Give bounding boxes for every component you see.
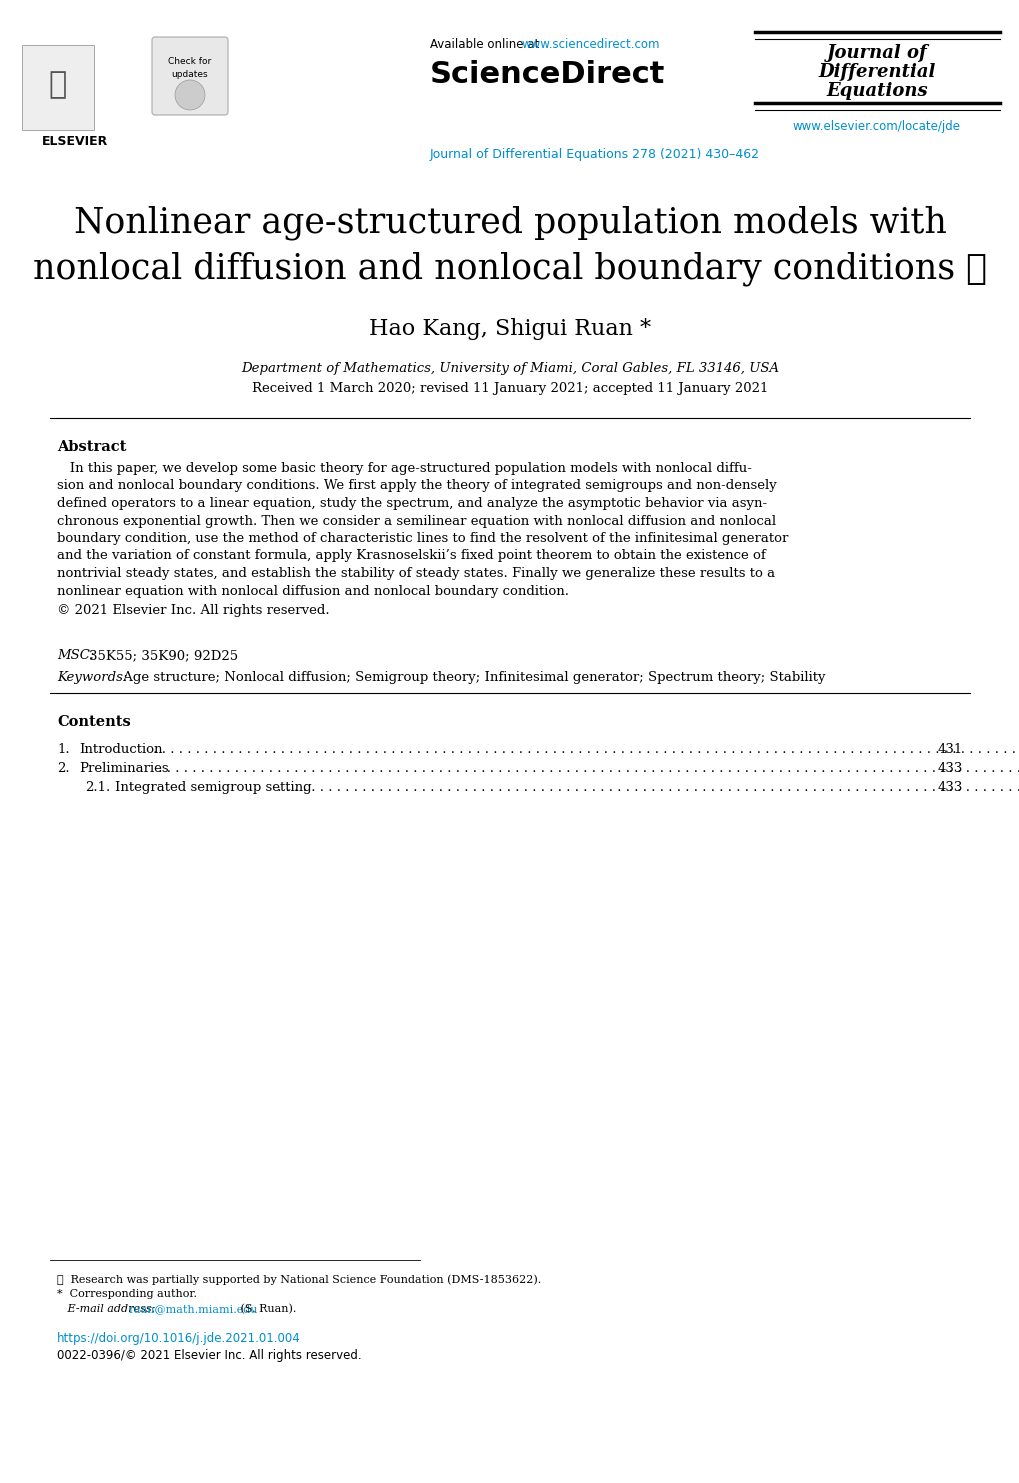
Text: 🌳: 🌳 xyxy=(49,71,67,99)
Text: (S. Ruan).: (S. Ruan). xyxy=(236,1304,297,1314)
Text: Department of Mathematics, University of Miami, Coral Gables, FL 33146, USA: Department of Mathematics, University of… xyxy=(240,362,779,375)
Text: 1.: 1. xyxy=(57,743,69,756)
Text: www.elsevier.com/locate/jde: www.elsevier.com/locate/jde xyxy=(792,120,960,133)
FancyBboxPatch shape xyxy=(22,44,94,131)
Text: 0022-0396/© 2021 Elsevier Inc. All rights reserved.: 0022-0396/© 2021 Elsevier Inc. All right… xyxy=(57,1350,362,1361)
Text: ScienceDirect: ScienceDirect xyxy=(430,59,664,89)
Text: Abstract: Abstract xyxy=(57,440,126,454)
Text: *  Corresponding author.: * Corresponding author. xyxy=(57,1289,197,1299)
Text: . . . . . . . . . . . . . . . . . . . . . . . . . . . . . . . . . . . . . . . . : . . . . . . . . . . . . . . . . . . . . … xyxy=(149,743,1019,756)
Text: nonlocal diffusion and nonlocal boundary conditions ☆: nonlocal diffusion and nonlocal boundary… xyxy=(33,252,986,286)
Circle shape xyxy=(175,80,205,110)
Text: MSC:: MSC: xyxy=(57,650,95,661)
Text: Contents: Contents xyxy=(57,715,130,730)
Text: Received 1 March 2020; revised 11 January 2021; accepted 11 January 2021: Received 1 March 2020; revised 11 Januar… xyxy=(252,383,767,394)
Text: Integrated semigroup setting: Integrated semigroup setting xyxy=(115,782,312,793)
Text: Age structure; Nonlocal diffusion; Semigroup theory; Infinitesimal generator; Sp: Age structure; Nonlocal diffusion; Semig… xyxy=(119,670,824,684)
Text: . . . . . . . . . . . . . . . . . . . . . . . . . . . . . . . . . . . . . . . . : . . . . . . . . . . . . . . . . . . . . … xyxy=(154,762,1019,776)
Text: nonlinear equation with nonlocal diffusion and nonlocal boundary condition.: nonlinear equation with nonlocal diffusi… xyxy=(57,584,569,598)
Text: 35K55; 35K90; 92D25: 35K55; 35K90; 92D25 xyxy=(89,650,237,661)
Text: Keywords:: Keywords: xyxy=(57,670,127,684)
Text: . . . . . . . . . . . . . . . . . . . . . . . . . . . . . . . . . . . . . . . . : . . . . . . . . . . . . . . . . . . . . … xyxy=(273,782,1019,793)
Text: Nonlinear age-structured population models with: Nonlinear age-structured population mode… xyxy=(73,205,946,239)
Text: 431: 431 xyxy=(936,743,962,756)
Text: nontrivial steady states, and establish the stability of steady states. Finally : nontrivial steady states, and establish … xyxy=(57,567,774,580)
Text: sion and nonlocal boundary conditions. We first apply the theory of integrated s: sion and nonlocal boundary conditions. W… xyxy=(57,479,776,492)
Text: Introduction: Introduction xyxy=(78,743,162,756)
Text: Hao Kang, Shigui Ruan *: Hao Kang, Shigui Ruan * xyxy=(369,317,650,340)
Text: Check for: Check for xyxy=(168,56,211,67)
Text: and the variation of constant formula, apply Krasnoselskii’s fixed point theorem: and the variation of constant formula, a… xyxy=(57,550,765,562)
Text: Differential: Differential xyxy=(817,62,934,82)
Text: boundary condition, use the method of characteristic lines to find the resolvent: boundary condition, use the method of ch… xyxy=(57,532,788,544)
Text: 2.: 2. xyxy=(57,762,69,776)
Text: 2.1.: 2.1. xyxy=(85,782,110,793)
Text: updates: updates xyxy=(171,70,208,79)
Text: 433: 433 xyxy=(936,762,962,776)
Text: ☆  Research was partially supported by National Science Foundation (DMS-1853622): ☆ Research was partially supported by Na… xyxy=(57,1274,541,1284)
Text: Journal of Differential Equations 278 (2021) 430–462: Journal of Differential Equations 278 (2… xyxy=(430,148,759,162)
FancyBboxPatch shape xyxy=(152,37,228,116)
Text: defined operators to a linear equation, study the spectrum, and analyze the asym: defined operators to a linear equation, … xyxy=(57,497,766,510)
Text: www.sciencedirect.com: www.sciencedirect.com xyxy=(522,39,660,50)
Text: © 2021 Elsevier Inc. All rights reserved.: © 2021 Elsevier Inc. All rights reserved… xyxy=(57,604,329,617)
Text: Equations: Equations xyxy=(825,82,927,99)
Text: ruan@math.miami.edu: ruan@math.miami.edu xyxy=(128,1304,258,1314)
Text: chronous exponential growth. Then we consider a semilinear equation with nonloca: chronous exponential growth. Then we con… xyxy=(57,515,775,528)
Text: E-mail address:: E-mail address: xyxy=(57,1304,159,1314)
Text: Available online at: Available online at xyxy=(430,39,542,50)
Text: 433: 433 xyxy=(936,782,962,793)
Text: Journal of: Journal of xyxy=(825,44,926,62)
Text: Preliminaries: Preliminaries xyxy=(78,762,168,776)
Text: ELSEVIER: ELSEVIER xyxy=(42,135,108,148)
Text: In this paper, we develop some basic theory for age-structured population models: In this paper, we develop some basic the… xyxy=(57,463,751,475)
Text: https://doi.org/10.1016/j.jde.2021.01.004: https://doi.org/10.1016/j.jde.2021.01.00… xyxy=(57,1332,301,1345)
